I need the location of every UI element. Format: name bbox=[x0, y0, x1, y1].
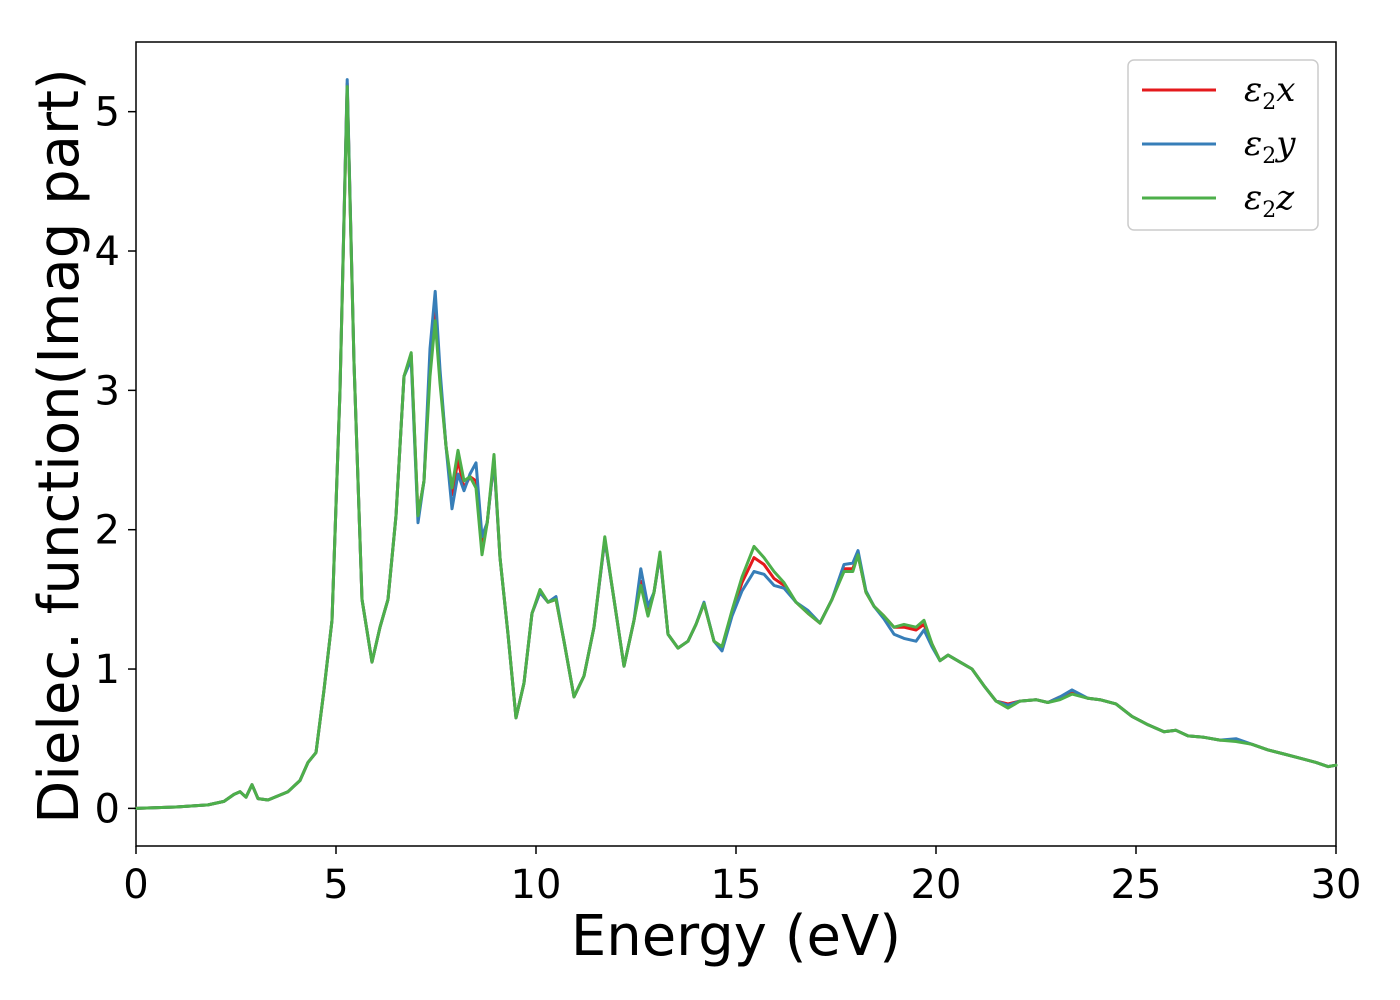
series-line-z bbox=[134, 85, 1338, 810]
y-tick-label: 3 bbox=[95, 368, 120, 414]
x-tick-label: 15 bbox=[711, 862, 762, 908]
legend-label-z: ε2z bbox=[1244, 178, 1295, 223]
x-tick-label: 5 bbox=[323, 862, 348, 908]
legend-variable: y bbox=[1274, 124, 1296, 164]
legend-symbol: ε bbox=[1244, 178, 1262, 218]
legend-box bbox=[1127, 59, 1319, 231]
x-axis-label: Energy (eV) bbox=[571, 904, 901, 969]
x-tick-label: 10 bbox=[511, 862, 562, 908]
legend-subscript: 2 bbox=[1262, 90, 1276, 115]
series-layer bbox=[134, 78, 1338, 810]
legend-variable: z bbox=[1275, 178, 1295, 218]
y-axis-label: Dielec. function(Imag part) bbox=[27, 68, 92, 824]
x-axis-ticks: 0 5 10 15 20 25 30 bbox=[123, 846, 1361, 908]
y-tick-label: 1 bbox=[95, 647, 120, 693]
legend-variable: x bbox=[1276, 70, 1295, 110]
legend-symbol: ε bbox=[1244, 124, 1262, 164]
x-tick-label: 25 bbox=[1111, 862, 1162, 908]
legend-label-x: ε2x bbox=[1244, 70, 1295, 115]
legend-symbol: ε bbox=[1244, 70, 1262, 110]
legend-subscript: 2 bbox=[1262, 198, 1276, 223]
y-tick-label: 2 bbox=[95, 508, 120, 554]
y-tick-label: 5 bbox=[95, 90, 120, 136]
y-tick-label: 4 bbox=[95, 229, 120, 275]
x-tick-label: 0 bbox=[123, 862, 148, 908]
y-tick-label: 0 bbox=[95, 786, 120, 832]
x-tick-label: 30 bbox=[1311, 862, 1362, 908]
x-tick-label: 20 bbox=[911, 862, 962, 908]
y-axis-ticks: 0 1 2 3 4 5 bbox=[95, 90, 136, 832]
legend-label-y: ε2y bbox=[1244, 124, 1296, 169]
legend-subscript: 2 bbox=[1262, 144, 1276, 169]
